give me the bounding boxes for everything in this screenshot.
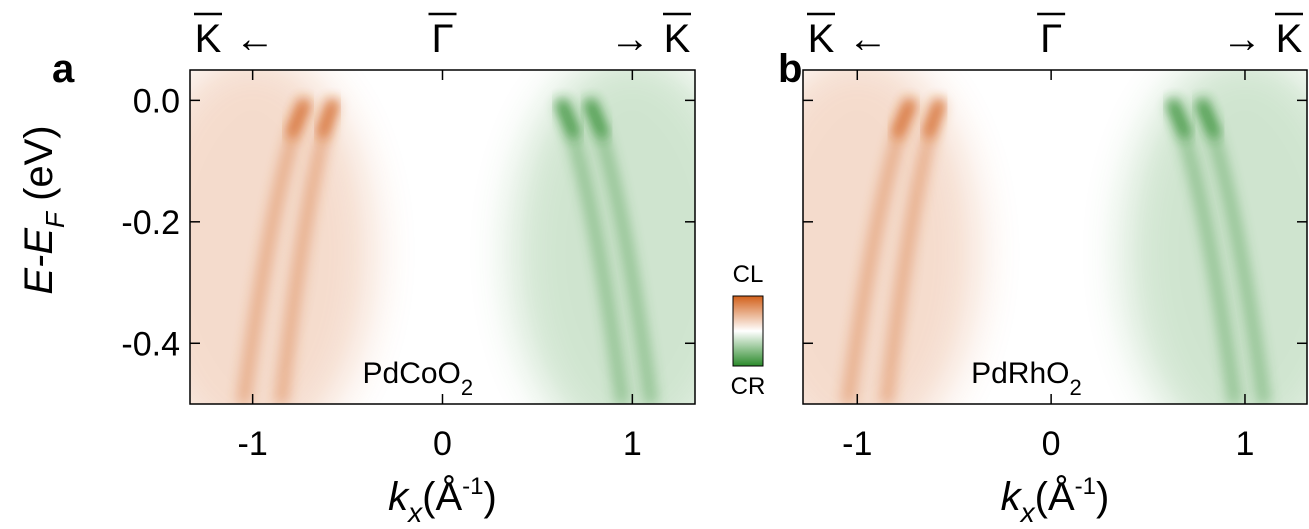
top-label: ←: [235, 17, 275, 61]
x-tick-label: 0: [1042, 425, 1061, 463]
x-tick-label: 1: [1236, 425, 1255, 463]
x-label-var: k: [1001, 475, 1023, 519]
x-label-sup: -1: [462, 473, 483, 500]
band-top: [890, 98, 917, 139]
x-axis-label: kx(Å-1): [1001, 473, 1110, 528]
x-tick-label: 1: [623, 425, 642, 463]
x-label-unit: (Å: [422, 474, 462, 519]
band-top: [584, 98, 609, 139]
spectrum: [190, 70, 695, 404]
band-top: [1166, 98, 1192, 139]
top-label: ←: [848, 17, 888, 61]
x-label-close: ): [1096, 475, 1109, 519]
top-label: K: [1276, 17, 1303, 61]
x-label-sub: x: [1019, 497, 1036, 528]
panel-label: b: [778, 47, 802, 91]
y-tick-label: -0.2: [121, 204, 180, 242]
y-label-var: E-E: [17, 227, 61, 295]
spectrum: [803, 70, 1307, 404]
top-label: →: [1222, 17, 1262, 61]
y-tick-label: -0.4: [121, 325, 180, 363]
top-label: Γ: [431, 17, 453, 61]
band-top: [1195, 98, 1221, 139]
x-label-sup: -1: [1075, 473, 1096, 500]
diffuse: [512, 70, 695, 404]
y-axis-label: E-EF (eV): [17, 125, 70, 294]
sample-label: PdRhO2: [971, 357, 1082, 400]
top-label: K: [195, 17, 222, 61]
x-label-unit: (Å: [1035, 474, 1075, 519]
x-tick-label: -1: [842, 425, 872, 463]
band-top: [316, 98, 339, 139]
top-label: Γ: [1040, 17, 1062, 61]
x-label-close: ): [484, 475, 497, 519]
top-label: K: [808, 17, 835, 61]
diffuse: [803, 70, 978, 404]
sample-sub: 2: [461, 375, 473, 400]
x-axis-label: kx(Å-1): [388, 473, 497, 528]
diffuse: [1125, 70, 1307, 404]
sample-label: PdCoO2: [363, 357, 474, 400]
frame: [802, 69, 1308, 405]
y-label-unit: (eV): [17, 125, 61, 212]
colorbar-top-label: CL: [733, 261, 764, 288]
band-top: [555, 98, 581, 139]
colorbar-bottom-label: CR: [731, 373, 766, 400]
top-label: →: [610, 17, 650, 61]
diffuse: [190, 70, 373, 404]
sample-sub: 2: [1070, 375, 1082, 400]
panel-label: a: [52, 47, 75, 91]
x-tick-label: 0: [433, 425, 452, 463]
x-label-var: k: [388, 475, 410, 519]
band-top: [285, 98, 311, 139]
y-label-sub: F: [40, 210, 70, 228]
sample-text: PdRhO: [971, 357, 1069, 390]
band-top: [922, 98, 946, 139]
sample-text: PdCoO: [363, 357, 461, 390]
colorbar: [732, 295, 764, 367]
y-tick-label: 0.0: [133, 82, 180, 120]
x-tick-label: -1: [238, 425, 268, 463]
x-label-sub: x: [406, 497, 423, 528]
top-label: K: [664, 17, 691, 61]
